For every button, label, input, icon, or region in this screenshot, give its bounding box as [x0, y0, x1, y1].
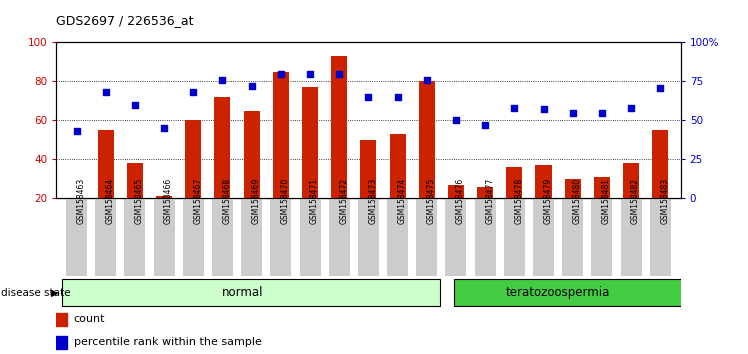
Bar [390, 134, 405, 198]
Bar [416, 198, 438, 276]
Bar [56, 336, 67, 349]
Bar [448, 185, 464, 198]
Bar [358, 198, 379, 276]
Bar [594, 177, 610, 198]
Bar [652, 130, 668, 198]
Bar [241, 198, 262, 276]
Point [129, 102, 141, 108]
Bar [621, 198, 642, 276]
Text: GSM158470: GSM158470 [280, 177, 289, 224]
Text: GSM158465: GSM158465 [135, 177, 144, 224]
Bar [331, 56, 347, 198]
Text: GSM158479: GSM158479 [544, 177, 553, 224]
Bar [270, 198, 291, 276]
Bar [475, 198, 496, 276]
Bar [533, 198, 554, 276]
Bar [124, 198, 145, 276]
Bar [477, 187, 493, 198]
Text: percentile rank within the sample: percentile rank within the sample [73, 337, 262, 348]
Bar [273, 72, 289, 198]
Point [509, 105, 521, 111]
Text: GSM158481: GSM158481 [602, 178, 611, 224]
Bar [299, 198, 321, 276]
Point [625, 105, 637, 111]
Text: GSM158467: GSM158467 [193, 177, 202, 224]
Point [99, 90, 111, 95]
Point [567, 110, 579, 115]
Text: GSM158473: GSM158473 [369, 177, 378, 224]
Bar [565, 179, 580, 198]
Text: GSM158475: GSM158475 [427, 177, 436, 224]
Text: GSM158468: GSM158468 [222, 177, 231, 224]
Text: GSM158482: GSM158482 [631, 178, 640, 224]
Bar [62, 279, 440, 307]
Text: count: count [73, 314, 105, 325]
Bar [66, 198, 87, 276]
Bar [506, 167, 522, 198]
Text: GSM158476: GSM158476 [456, 177, 465, 224]
Text: disease state: disease state [1, 288, 70, 298]
Point [392, 94, 404, 100]
Text: GDS2697 / 226536_at: GDS2697 / 226536_at [56, 14, 194, 27]
Point [479, 122, 491, 128]
Bar [183, 198, 203, 276]
Bar [562, 198, 583, 276]
Text: GSM158471: GSM158471 [310, 177, 319, 224]
Text: teratozoospermia: teratozoospermia [506, 286, 610, 299]
Point [333, 71, 345, 76]
Text: GSM158464: GSM158464 [105, 177, 114, 224]
Point [187, 90, 199, 95]
Point [245, 83, 257, 89]
Point [70, 129, 82, 134]
Point [304, 71, 316, 76]
Text: GSM158474: GSM158474 [398, 177, 407, 224]
Bar [455, 279, 696, 307]
Text: GSM158483: GSM158483 [660, 177, 669, 224]
Text: GSM158466: GSM158466 [164, 177, 173, 224]
Text: GSM158463: GSM158463 [76, 177, 85, 224]
Bar [446, 198, 467, 276]
Point [596, 110, 608, 115]
Bar [215, 97, 230, 198]
Bar [650, 198, 671, 276]
Text: GSM158478: GSM158478 [515, 177, 524, 224]
Bar [361, 140, 376, 198]
Point [216, 77, 228, 83]
Text: GSM158480: GSM158480 [573, 177, 582, 224]
Text: GSM158477: GSM158477 [485, 177, 494, 224]
Bar [95, 198, 116, 276]
Bar [156, 196, 172, 198]
Bar [153, 198, 174, 276]
Bar [419, 81, 435, 198]
Point [158, 125, 170, 131]
Bar [592, 198, 613, 276]
Text: GSM158469: GSM158469 [251, 177, 260, 224]
Point [538, 107, 550, 112]
Text: normal: normal [222, 286, 263, 299]
Bar [328, 198, 350, 276]
Bar [302, 87, 318, 198]
Bar [98, 130, 114, 198]
Point [275, 71, 286, 76]
Point [450, 118, 462, 123]
Text: ▶: ▶ [51, 288, 58, 298]
Bar [623, 163, 639, 198]
Bar [536, 165, 551, 198]
Bar [244, 110, 260, 198]
Bar [56, 313, 67, 326]
Bar [212, 198, 233, 276]
Bar [387, 198, 408, 276]
Bar [504, 198, 525, 276]
Bar [186, 120, 201, 198]
Text: GSM158472: GSM158472 [339, 177, 349, 224]
Point [654, 85, 666, 91]
Point [421, 77, 433, 83]
Bar [127, 163, 143, 198]
Point [362, 94, 374, 100]
